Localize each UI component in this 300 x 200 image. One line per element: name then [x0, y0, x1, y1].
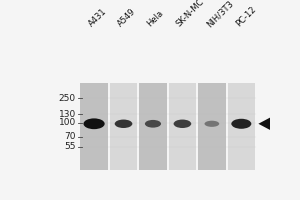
Text: NIH/3T3: NIH/3T3 — [204, 0, 235, 29]
Bar — [139, 83, 167, 170]
Bar — [80, 83, 108, 170]
Bar — [198, 83, 226, 170]
Bar — [227, 83, 255, 170]
Ellipse shape — [174, 120, 191, 128]
Ellipse shape — [115, 120, 132, 128]
Text: 100: 100 — [58, 118, 76, 127]
Text: A431: A431 — [86, 7, 108, 29]
Ellipse shape — [231, 119, 251, 129]
Text: SK-N-MC: SK-N-MC — [175, 0, 206, 29]
Ellipse shape — [145, 120, 161, 128]
Text: 70: 70 — [64, 132, 76, 141]
Polygon shape — [258, 118, 270, 130]
Ellipse shape — [205, 121, 219, 127]
Text: 130: 130 — [58, 110, 76, 119]
Text: Hela: Hela — [146, 9, 165, 29]
Text: A549: A549 — [116, 7, 138, 29]
Bar — [110, 83, 137, 170]
Text: PC-12: PC-12 — [234, 5, 257, 29]
Text: 250: 250 — [59, 94, 76, 103]
Ellipse shape — [83, 118, 105, 129]
Bar — [169, 83, 196, 170]
Text: 55: 55 — [64, 142, 76, 151]
